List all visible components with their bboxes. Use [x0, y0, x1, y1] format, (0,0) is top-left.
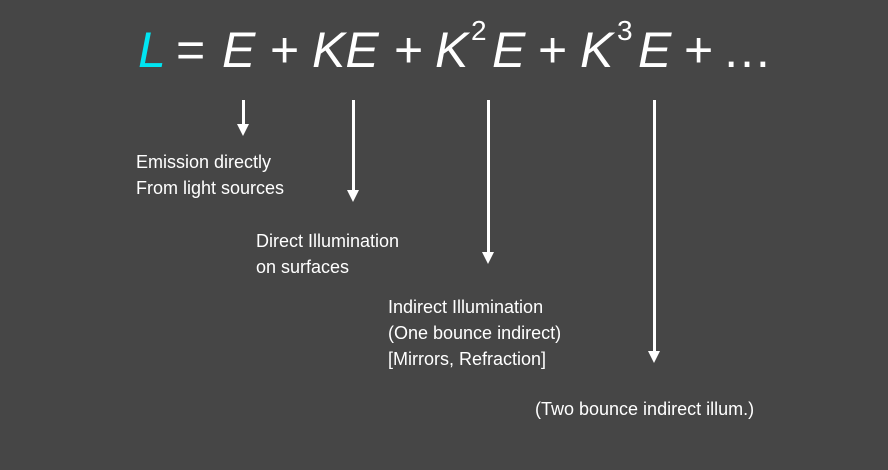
equation-exponent-2: 2: [471, 15, 487, 46]
equation-ellipsis: …: [722, 22, 772, 78]
caption-indirect-line-2: (One bounce indirect): [388, 323, 562, 343]
equation-plus-2: +: [394, 22, 424, 78]
caption-emission-line-2: From light sources: [136, 178, 285, 198]
caption-indirect-line-1: Indirect Illumination: [388, 297, 544, 317]
caption-emission-line-1: Emission directly: [136, 152, 272, 172]
equation-plus-4: +: [684, 22, 714, 78]
arrow-direct-illumination: [347, 100, 359, 202]
equation-term-ke: KE: [312, 22, 379, 78]
equation-term-emission: E: [222, 22, 256, 78]
caption-indirect-line-3: [Mirrors, Refraction]: [388, 349, 547, 369]
equation-plus-1: +: [270, 22, 300, 78]
caption-emission: Emission directly From light sources: [136, 149, 284, 201]
arrow-emission: [237, 100, 249, 136]
equation-term-k3-k: K: [580, 22, 614, 78]
caption-indirect-illumination: Indirect Illumination (One bounce indire…: [388, 294, 561, 372]
arrow-indirect-illumination: [482, 100, 494, 264]
equation-exponent-3: 3: [617, 15, 633, 46]
equation-equals-sign: =: [176, 22, 206, 78]
caption-direct-line-1: Direct Illumination: [256, 231, 400, 251]
equation-plus-3: +: [538, 22, 568, 78]
caption-two-bounce-line-1: (Two bounce indirect illum.): [535, 399, 755, 419]
equation-radiance-l: L: [138, 22, 166, 78]
equation-term-k2-e: E: [492, 22, 526, 78]
rendering-equation: L = E + KE + K 2 E + K 3 E + …: [0, 0, 888, 100]
equation-term-k2-k: K: [435, 22, 469, 78]
caption-direct-line-2: on surfaces: [256, 257, 350, 277]
caption-direct-illumination: Direct Illumination on surfaces: [256, 228, 399, 280]
caption-two-bounce: (Two bounce indirect illum.): [535, 396, 754, 422]
arrow-two-bounce: [648, 100, 660, 363]
equation-term-k3-e: E: [638, 22, 672, 78]
